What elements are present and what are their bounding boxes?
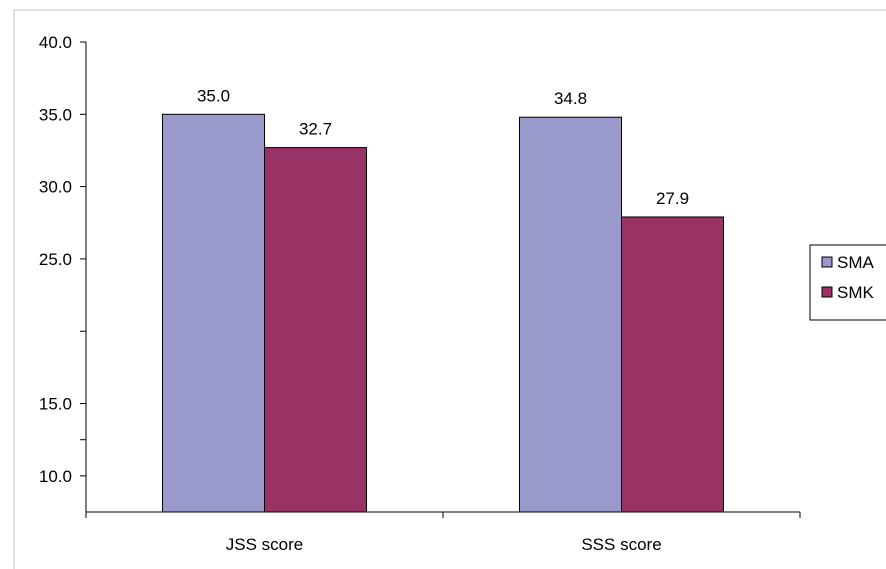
y-tick-label-3: 30.0 xyxy=(39,178,72,197)
data-label-smk-2: 27.9 xyxy=(656,189,689,208)
legend-label-smk: SMK xyxy=(837,283,875,302)
y-tick-label-8: 10.0 xyxy=(39,467,72,486)
data-label-sma-1: 35.0 xyxy=(197,86,230,105)
legend-label-sma: SMA xyxy=(837,253,875,272)
bars-layer xyxy=(162,113,724,513)
y-tick-label-2: 35.0 xyxy=(39,105,72,124)
data-labels-layer: 35.0 32.7 34.8 27.9 xyxy=(197,86,689,208)
x-tick-label-2: SSS score xyxy=(581,535,661,554)
y-tick-label-4: 25.0 xyxy=(39,250,72,269)
y-tick-label-1: 40.0 xyxy=(39,33,72,52)
bar-smk-2 xyxy=(621,216,724,513)
x-tick-label-1: JSS score xyxy=(226,535,303,554)
axes-layer: JSS score SSS score 40.0 35.0 30.0 25.0 15.0 10… xyxy=(39,33,801,554)
bar-smk-1 xyxy=(264,147,367,513)
data-label-smk-1: 32.7 xyxy=(299,120,332,139)
legend: SMA SMK xyxy=(809,244,886,321)
y-tick-label-6: 15.0 xyxy=(39,395,72,414)
legend-swatch-smk xyxy=(821,286,833,298)
data-label-sma-2: 34.8 xyxy=(554,89,587,108)
bar-sma-1 xyxy=(162,113,265,513)
legend-swatch-sma xyxy=(821,256,833,268)
bar-sma-2 xyxy=(519,116,622,513)
chart-border xyxy=(13,9,886,569)
